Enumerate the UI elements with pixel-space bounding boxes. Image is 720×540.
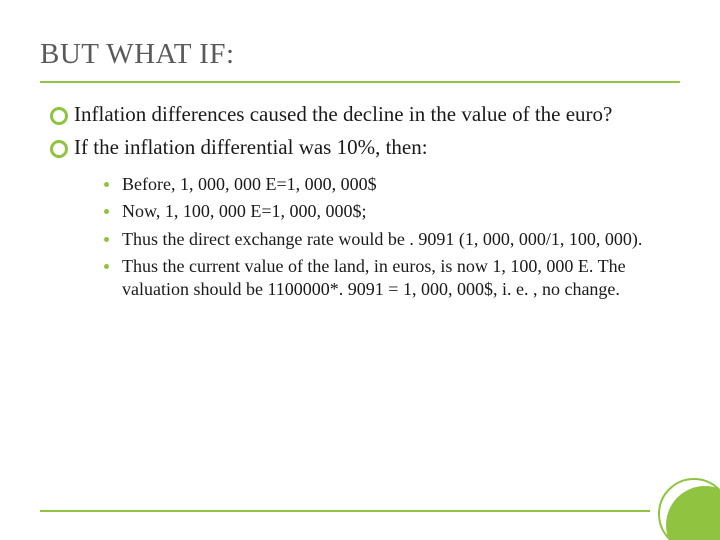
bullet-text: Thus the current value of the land, in e… xyxy=(122,256,626,299)
bullet-text: Before, 1, 000, 000 E=1, 000, 000$ xyxy=(122,174,377,194)
main-bullet-list: Inflation differences caused the decline… xyxy=(40,101,680,302)
bullet-text: Now, 1, 100, 000 E=1, 000, 000$; xyxy=(122,201,366,221)
bullet-text: If the inflation differential was 10%, t… xyxy=(74,135,428,159)
corner-decoration xyxy=(650,470,720,540)
bullet-text: Inflation differences caused the decline… xyxy=(74,102,612,126)
slide-title: BUT WHAT IF: xyxy=(40,38,680,83)
list-item: Inflation differences caused the decline… xyxy=(50,101,680,128)
bullet-text: Thus the direct exchange rate would be .… xyxy=(122,229,642,249)
list-item: Now, 1, 100, 000 E=1, 000, 000$; xyxy=(104,200,680,223)
list-item: Thus the direct exchange rate would be .… xyxy=(104,228,680,251)
list-item: Before, 1, 000, 000 E=1, 000, 000$ xyxy=(104,173,680,196)
sub-bullet-list: Before, 1, 000, 000 E=1, 000, 000$ Now, … xyxy=(74,173,680,302)
list-item: If the inflation differential was 10%, t… xyxy=(50,134,680,302)
bottom-divider xyxy=(40,510,650,512)
list-item: Thus the current value of the land, in e… xyxy=(104,255,680,302)
slide-container: BUT WHAT IF: Inflation differences cause… xyxy=(0,0,720,540)
